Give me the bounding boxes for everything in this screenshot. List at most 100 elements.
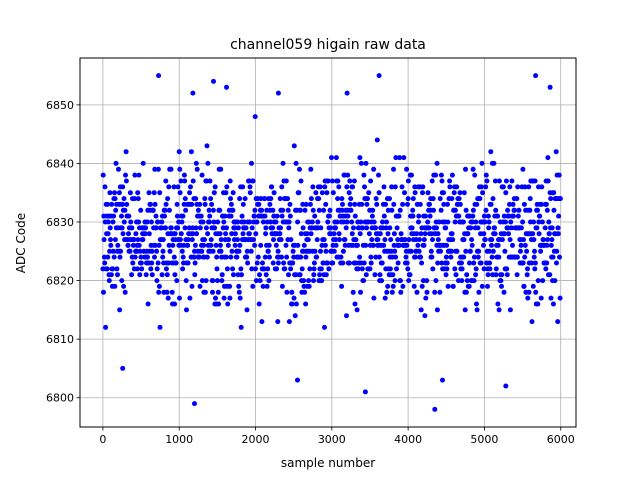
data-point bbox=[540, 278, 546, 284]
data-point bbox=[476, 248, 482, 254]
data-point bbox=[376, 172, 381, 178]
data-point bbox=[456, 213, 462, 219]
data-point bbox=[521, 237, 526, 243]
data-point bbox=[335, 196, 341, 202]
data-point bbox=[271, 237, 276, 243]
data-point bbox=[422, 313, 428, 319]
data-point bbox=[445, 219, 451, 225]
data-point bbox=[538, 295, 544, 301]
data-point bbox=[495, 242, 501, 248]
data-point bbox=[198, 213, 204, 219]
data-point bbox=[135, 237, 141, 243]
data-point bbox=[418, 307, 424, 313]
data-point bbox=[532, 248, 537, 254]
data-point bbox=[240, 184, 246, 190]
data-point bbox=[388, 237, 394, 243]
data-point bbox=[192, 260, 198, 266]
data-point bbox=[237, 295, 243, 301]
data-point bbox=[488, 149, 494, 155]
data-point bbox=[394, 225, 400, 231]
data-point bbox=[172, 272, 178, 278]
data-point bbox=[520, 219, 526, 225]
data-point bbox=[244, 307, 250, 313]
data-point bbox=[180, 266, 186, 272]
data-point bbox=[520, 166, 526, 172]
data-point bbox=[486, 219, 492, 225]
data-point bbox=[303, 201, 309, 207]
data-point bbox=[509, 178, 515, 184]
data-point bbox=[527, 196, 533, 202]
data-point bbox=[379, 260, 385, 266]
data-point bbox=[151, 190, 157, 196]
data-point bbox=[248, 248, 254, 254]
data-point bbox=[452, 266, 458, 272]
data-point bbox=[484, 178, 490, 184]
data-point bbox=[389, 289, 395, 295]
data-point bbox=[155, 260, 161, 266]
data-point bbox=[374, 201, 380, 207]
data-point bbox=[449, 231, 455, 237]
data-point bbox=[267, 254, 272, 260]
data-point bbox=[202, 237, 207, 243]
data-point bbox=[407, 272, 413, 278]
data-point bbox=[210, 278, 216, 284]
data-point bbox=[250, 237, 256, 243]
data-point bbox=[522, 242, 528, 248]
data-point bbox=[530, 283, 536, 289]
data-point bbox=[308, 196, 314, 202]
data-point bbox=[331, 231, 337, 237]
data-point bbox=[256, 201, 262, 207]
data-point bbox=[321, 207, 327, 213]
data-point bbox=[376, 254, 382, 260]
data-point bbox=[368, 260, 374, 266]
data-point bbox=[138, 260, 144, 266]
data-point bbox=[238, 324, 244, 330]
data-point bbox=[114, 266, 120, 272]
data-point bbox=[312, 213, 318, 219]
data-point bbox=[377, 272, 383, 278]
data-point bbox=[239, 213, 245, 219]
data-point bbox=[175, 225, 181, 231]
data-point bbox=[485, 283, 490, 289]
data-point bbox=[368, 254, 374, 260]
data-point bbox=[317, 184, 323, 190]
data-point bbox=[327, 225, 333, 231]
data-point bbox=[289, 289, 295, 295]
data-point bbox=[473, 272, 479, 278]
data-point bbox=[350, 184, 356, 190]
data-point bbox=[466, 283, 472, 289]
data-point bbox=[230, 190, 236, 196]
data-point bbox=[556, 213, 562, 219]
data-point bbox=[415, 242, 421, 248]
data-point bbox=[416, 213, 422, 219]
data-point bbox=[255, 254, 261, 260]
data-point bbox=[543, 201, 549, 207]
data-point bbox=[496, 307, 502, 313]
data-point bbox=[366, 190, 372, 196]
data-point bbox=[127, 190, 133, 196]
data-point bbox=[303, 301, 309, 307]
data-point bbox=[311, 272, 317, 278]
data-point bbox=[507, 307, 513, 313]
data-point bbox=[358, 160, 364, 166]
data-point bbox=[418, 254, 424, 260]
data-point bbox=[443, 225, 449, 231]
data-point bbox=[549, 225, 555, 231]
data-point bbox=[192, 242, 198, 248]
data-point bbox=[112, 283, 118, 289]
data-point bbox=[178, 231, 184, 237]
data-point bbox=[540, 237, 546, 243]
data-point bbox=[112, 190, 117, 196]
data-point bbox=[381, 213, 387, 219]
y-tick-label: 6820 bbox=[46, 275, 74, 288]
data-point bbox=[153, 225, 159, 231]
data-point bbox=[385, 283, 391, 289]
data-point bbox=[230, 266, 236, 272]
data-point bbox=[197, 283, 203, 289]
data-point bbox=[515, 213, 521, 219]
data-point bbox=[132, 172, 138, 178]
data-point bbox=[149, 272, 155, 278]
chart-title: channel059 higain raw data bbox=[230, 37, 426, 53]
x-tick-label: 5000 bbox=[470, 433, 498, 446]
data-point bbox=[193, 225, 199, 231]
